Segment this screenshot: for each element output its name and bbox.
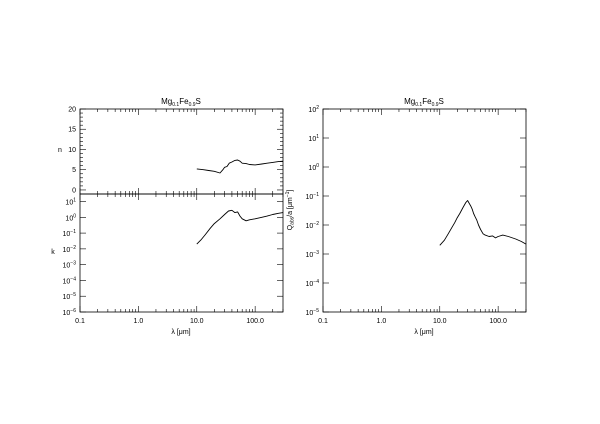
n-y-ticks: 0 5 10 15 20 [68, 107, 283, 194]
q-ytick-label: 10−1 [306, 192, 320, 201]
k-xtick-label: 10.0 [190, 318, 204, 325]
k-ytick-label: 101 [65, 198, 76, 207]
k-ytick-label: 10−6 [63, 308, 77, 317]
q-panel-frame [322, 108, 527, 313]
k-y-ticks: 101 100 10−1 10−2 10−3 10−4 10−5 10−6 [63, 198, 283, 317]
n-panel-title: Mg0.1Fe0.9S [161, 97, 201, 108]
q-panel-title: Mg0.1Fe0.9S [404, 97, 444, 108]
n-x-minor-ticks [79, 109, 284, 194]
k-xtick-label: 1.0 [134, 318, 144, 325]
k-x-ticks: 0.1 1.0 10.0 100.0 [75, 194, 284, 325]
n-ytick-label: 0 [72, 187, 76, 194]
q-panel: Mg0.1Fe0.9S 0.1 1.0 10.0 100.0 102 101 100 10−… [285, 97, 527, 336]
q-x-ticks: 0.1 1.0 10.0 100.0 [318, 109, 527, 325]
k-xtick-label: 100.0 [246, 318, 264, 325]
q-xtick-label: 100.0 [489, 318, 507, 325]
k-xtick-label: 0.1 [75, 318, 85, 325]
k-ytick-label: 10−5 [63, 292, 77, 301]
q-ytick-label: 10−5 [306, 308, 320, 317]
q-ytick-label: 10−4 [306, 279, 320, 288]
k-ytick-label: 10−2 [63, 245, 77, 254]
q-ytick-label: 10−3 [306, 250, 320, 259]
q-series-line [439, 200, 527, 246]
k-panel-frame [79, 193, 284, 313]
n-panel: Mg0.1Fe0.9S 0 5 10 15 20 n [58, 97, 284, 195]
k-ytick-label: 10−1 [63, 229, 77, 238]
q-y-ticks: 102 101 100 10−1 10−2 10−3 10−4 10−5 [306, 105, 526, 317]
n-series-line [196, 159, 284, 174]
k-ytick-label: 10−4 [63, 276, 77, 285]
k-panel: 0.1 1.0 10.0 100.0 10110010−110−210−310−410… [51, 193, 284, 336]
k-ytick-label: 10−3 [63, 261, 77, 270]
q-xtick-label: 0.1 [318, 318, 328, 325]
q-ytick-label: 10−2 [306, 221, 320, 230]
q-ytick-label: 102 [308, 105, 319, 114]
n-ytick-label: 5 [72, 167, 76, 174]
n-ytick-label: 10 [68, 147, 76, 154]
k-panel-ylabel: k [51, 249, 55, 256]
q-ytick-label: 101 [308, 134, 319, 143]
k-ytick-label: 100 [65, 213, 76, 222]
q-ytick-label: 100 [308, 163, 319, 172]
n-ytick-label: 20 [68, 107, 76, 114]
n-panel-ylabel: n [58, 147, 62, 154]
q-panel-ylabel: Qabs/a [μm−1] [285, 190, 296, 231]
k-panel-xlabel: λ [μm] [171, 329, 190, 336]
n-panel-frame [79, 108, 284, 195]
q-panel-xlabel: λ [μm] [414, 329, 433, 336]
k-series-line [196, 209, 284, 245]
q-xtick-label: 1.0 [377, 318, 387, 325]
n-ytick-label: 15 [68, 127, 76, 134]
q-xtick-label: 10.0 [433, 318, 447, 325]
